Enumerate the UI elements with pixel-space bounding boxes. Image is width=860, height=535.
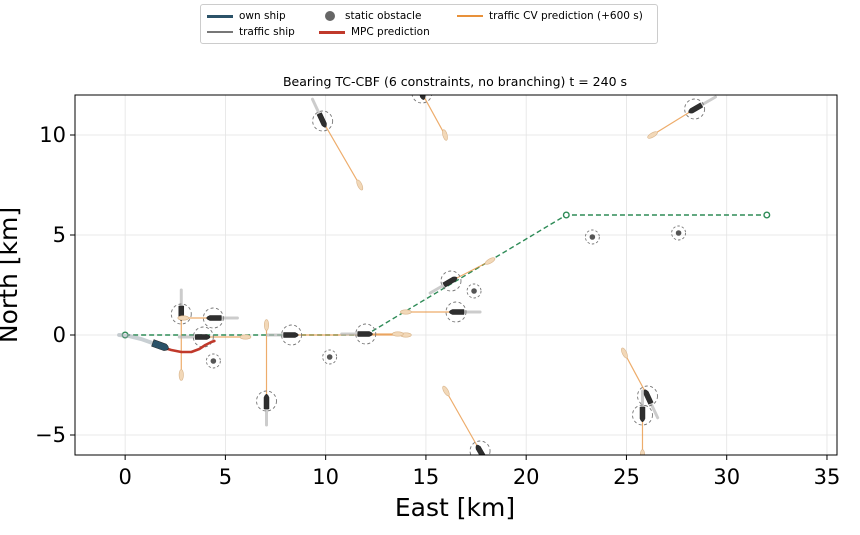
static-obstacle-ring (584, 229, 600, 245)
legend: own ship traffic ship static obstacle MP… (200, 4, 658, 44)
static-obstacle-ring (322, 349, 338, 365)
route-waypoint (763, 211, 771, 219)
traffic-predicted-hull (484, 257, 496, 265)
traffic-safety-ring (684, 98, 706, 120)
traffic-predicted-hull (647, 131, 658, 139)
traffic-predicted-hull (400, 309, 412, 315)
static-obstacle (210, 358, 217, 364)
traffic-safety-ring (355, 323, 377, 345)
y-axis-label: North [km] (0, 207, 23, 343)
x-tick-label: 0 (118, 465, 131, 489)
legend-item-own-ship: own ship (207, 10, 286, 22)
legend-label: static obstacle (345, 10, 422, 22)
static-obstacle-ring (671, 225, 687, 241)
traffic-safety-ring (440, 270, 462, 292)
traffic-ship-hull (417, 95, 426, 100)
traffic-ship-hull (316, 112, 327, 128)
traffic-predicted-hull (442, 129, 448, 141)
traffic-predicted-hull (177, 315, 190, 321)
axes-frame (74, 94, 838, 456)
chart-title: Bearing TC-CBF (6 constraints, no branch… (283, 74, 627, 89)
traffic-cv-prediction (445, 390, 481, 452)
plot-area (75, 95, 837, 455)
traffic-safety-ring (312, 110, 334, 132)
mpc-prediction-line (159, 339, 216, 354)
traffic-ship-hull (357, 331, 373, 337)
traffic-ship-hull (195, 334, 211, 340)
own-ship-trail (117, 333, 158, 346)
static-obstacle (675, 230, 682, 236)
x-axis-label: East [km] (395, 493, 515, 522)
traffic-cv-prediction (623, 352, 649, 397)
legend-item-cv-prediction: traffic CV prediction (+600 s) (457, 10, 643, 22)
y-tick-label: −5 (35, 423, 66, 447)
legend-swatch-traffic-ship (207, 31, 233, 33)
static-obstacle-ring (205, 353, 221, 369)
static-obstacle-ring (466, 283, 482, 299)
plot-content (117, 95, 771, 455)
x-tick-label: 15 (413, 465, 440, 489)
legend-item-traffic-ship: traffic ship (207, 26, 295, 38)
traffic-predicted-hull (356, 179, 364, 191)
legend-swatch-own-ship (207, 14, 233, 18)
legend-swatch-mpc-prediction (319, 30, 345, 34)
legend-label: own ship (239, 10, 286, 22)
traffic-predicted-hull (621, 347, 628, 359)
x-tick-label: 10 (312, 465, 339, 489)
x-tick-label: 30 (713, 465, 740, 489)
traffic-safety-ring (281, 324, 303, 346)
traffic-ship-hull (283, 332, 299, 338)
traffic-cv-prediction (422, 95, 446, 136)
traffic-safety-ring (170, 303, 192, 325)
traffic-ship-hull (206, 315, 222, 321)
traffic-cv-prediction (450, 260, 491, 282)
traffic-safety-ring (256, 390, 277, 412)
x-tick-label: 25 (613, 465, 640, 489)
traffic-safety-ring (192, 326, 214, 348)
x-tick-label: 35 (814, 465, 841, 489)
traffic-predicted-hull (178, 369, 184, 381)
y-tick-label: 0 (53, 323, 66, 347)
y-tick-label: 5 (53, 223, 66, 247)
static-obstacle (326, 354, 333, 360)
legend-item-static-obstacle: static obstacle (317, 10, 421, 22)
traffic-ship-hull (639, 406, 646, 423)
static-obstacle (471, 288, 477, 294)
y-tick-label: 10 (39, 123, 66, 147)
route-waypoint (562, 211, 570, 219)
traffic-cv-prediction (652, 108, 695, 136)
traffic-safety-ring (637, 385, 658, 407)
legend-swatch-cv-prediction (457, 15, 483, 17)
traffic-safety-ring (632, 404, 653, 426)
traffic-ship-hull (263, 393, 270, 410)
legend-label: MPC prediction (351, 26, 430, 38)
traffic-safety-ring (202, 307, 224, 329)
x-tick-label: 20 (513, 465, 540, 489)
traffic-ship-hull (448, 309, 465, 315)
traffic-ship-hull (688, 102, 704, 114)
legend-label: traffic CV prediction (+600 s) (489, 10, 643, 22)
x-tick-label: 5 (219, 465, 232, 489)
traffic-predicted-hull (639, 449, 645, 455)
static-obstacle (589, 234, 596, 240)
legend-item-mpc-prediction: MPC prediction (319, 26, 430, 38)
traffic-predicted-hull (264, 319, 270, 331)
legend-label: traffic ship (239, 26, 295, 38)
legend-swatch-static-obstacle (325, 11, 335, 21)
traffic-safety-ring (469, 440, 491, 455)
own-ship-hull (151, 339, 169, 351)
traffic-predicted-hull (239, 334, 252, 340)
traffic-safety-ring (445, 301, 467, 323)
traffic-predicted-hull (442, 385, 450, 397)
traffic-ship-hull (442, 276, 458, 288)
traffic-ship-hull (475, 444, 487, 455)
traffic-cv-prediction (322, 120, 361, 186)
traffic-predicted-hull (392, 331, 404, 337)
